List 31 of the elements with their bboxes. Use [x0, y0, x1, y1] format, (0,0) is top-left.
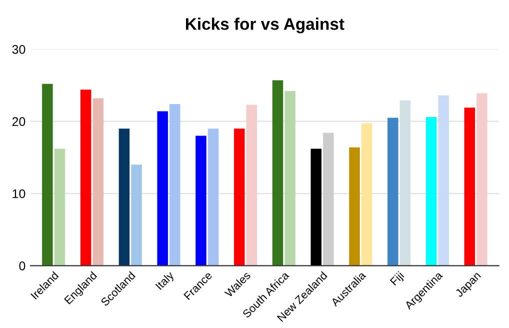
bar — [169, 104, 180, 266]
bar — [246, 104, 258, 266]
bar — [42, 84, 53, 266]
bar — [476, 93, 488, 266]
x-tick-label: Italy — [155, 270, 176, 292]
bar — [196, 136, 206, 266]
chart-title: Kicks for vs Against — [186, 18, 344, 34]
bar — [131, 164, 142, 266]
bar — [80, 90, 92, 266]
bar — [349, 147, 360, 266]
bar — [426, 117, 437, 266]
y-tick-label: 0 — [19, 261, 26, 270]
bar — [272, 80, 284, 266]
bar — [234, 128, 245, 266]
y-tick-label: 30 — [12, 45, 26, 54]
x-tick-label: Fiji — [390, 271, 406, 288]
bar — [208, 128, 219, 266]
bar — [54, 148, 66, 266]
y-tick-label: 10 — [12, 189, 26, 198]
bar — [118, 128, 130, 266]
bar — [310, 148, 322, 266]
bar — [388, 118, 398, 266]
y-tick-label: 20 — [12, 117, 26, 126]
bar — [400, 100, 411, 266]
bar — [464, 108, 476, 266]
bar — [284, 91, 296, 266]
bar — [157, 111, 168, 266]
bar — [438, 95, 449, 266]
bar — [92, 98, 104, 266]
bar — [361, 124, 372, 266]
bar — [323, 132, 334, 266]
